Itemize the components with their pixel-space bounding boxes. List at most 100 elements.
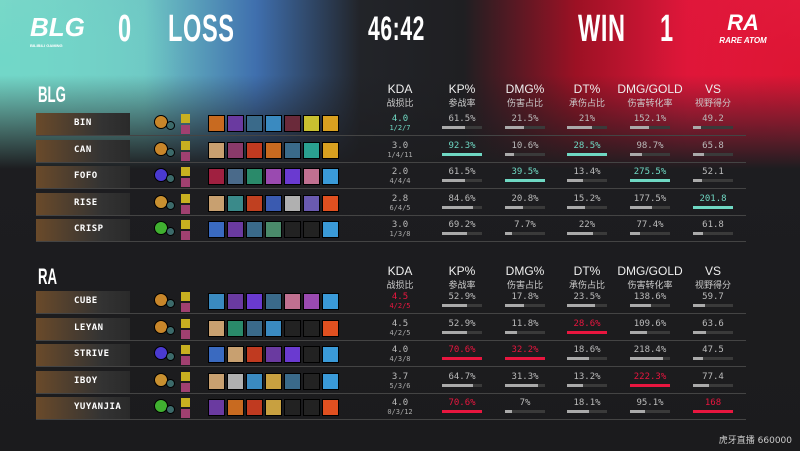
column-header: DT% 承伤占比: [547, 82, 627, 109]
kda-detail: 1/2/7: [389, 124, 411, 132]
item-icon: [208, 115, 225, 132]
item-icon: [303, 141, 320, 159]
player-name: CAN: [74, 144, 92, 155]
kda-value: 3.0: [391, 140, 409, 151]
dmg-cell: 11.8%: [490, 319, 560, 334]
player-row[interactable]: CAN: [36, 139, 746, 163]
champion-portrait: FOFO: [36, 166, 130, 188]
trinket-icon: [322, 141, 339, 159]
vs-bar-track: [693, 357, 733, 360]
player-name: CUBE: [74, 296, 98, 306]
team-label: BLG: [38, 82, 66, 107]
dmg_gold-bar-track: [630, 330, 670, 334]
kda-detail: 5/3/6: [389, 381, 411, 390]
vs-value: 63.6: [702, 318, 724, 329]
kda-cell: 4.5 4/2/5: [365, 292, 435, 310]
dt-bar-fill: [567, 304, 595, 307]
item-icon: [303, 168, 320, 185]
player-row[interactable]: CUBE: [36, 290, 746, 314]
kp-value: 69.2%: [448, 220, 476, 230]
player-row[interactable]: CRISP: [36, 218, 746, 242]
vs-bar-track: [693, 126, 733, 129]
dmg_gold-value: 138.6%: [633, 292, 667, 302]
player-name: LEYAN: [74, 322, 104, 333]
column-subtitle: 承伤占比: [568, 281, 605, 291]
column-title: KP%: [448, 264, 476, 278]
column-header: DMG/GOLD 伤害转化率: [610, 82, 690, 109]
kda-detail: 4/2/5: [389, 302, 411, 310]
dmg_gold-bar-fill: [630, 152, 643, 156]
item-icon: [303, 293, 320, 310]
dmg_gold-bar-track: [630, 304, 670, 307]
player-row[interactable]: IBOY: [36, 370, 746, 394]
column-subtitle: 战损比: [386, 281, 414, 291]
column-title: DMG/GOLD: [617, 82, 683, 96]
kp-cell: 61.5%: [427, 114, 497, 129]
dmg-cell: 10.6%: [490, 141, 560, 156]
dmg-cell: 39.5%: [490, 167, 560, 182]
secondary-rune-icon: [166, 147, 175, 157]
item-icon: [227, 115, 244, 132]
dt-bar-track: [567, 205, 607, 209]
dt-bar-track: [567, 179, 607, 182]
dt-bar-fill: [567, 330, 607, 334]
item-icon: [246, 168, 263, 185]
vs-value: 61.8: [702, 220, 724, 230]
dt-bar-track: [567, 357, 607, 360]
summoner-spell-icon: [181, 382, 190, 392]
dmg-cell: 20.8%: [490, 194, 560, 209]
vs-cell: 77.4: [678, 372, 748, 387]
item-icon: [227, 194, 244, 212]
dmg-bar-track: [505, 205, 545, 209]
player-row[interactable]: BIN: [36, 112, 746, 136]
dt-cell: 13.4%: [552, 167, 622, 182]
flash-summoner-icon: [181, 345, 190, 354]
vs-bar-fill: [693, 357, 703, 360]
player-row[interactable]: LEYAN: [36, 317, 746, 341]
vs-cell: 49.2: [678, 114, 748, 129]
kda-detail: 0/3/12: [387, 408, 413, 416]
kda-value: 2.8: [391, 193, 409, 204]
kda-value: 2.0: [391, 167, 409, 177]
champion-portrait: IBOY: [36, 370, 130, 393]
dmg_gold-bar-fill: [630, 330, 647, 334]
dmg_gold-value: 95.1%: [636, 398, 664, 408]
vs-bar-fill: [693, 410, 733, 413]
vs-bar-track: [693, 304, 733, 307]
column-title: DMG%: [505, 264, 545, 278]
dmg-value: 31.3%: [511, 371, 539, 382]
kda-value: 3.0: [391, 220, 409, 230]
player-row[interactable]: FOFO: [36, 165, 746, 189]
player-row[interactable]: RISE: [36, 192, 746, 216]
item-icon: [303, 372, 320, 390]
kp-cell: 70.6%: [427, 398, 497, 413]
dt-bar-fill: [567, 410, 589, 413]
vs-bar-fill: [693, 152, 705, 156]
item-icon: [284, 346, 301, 363]
player-row[interactable]: YUYANJIA: [36, 396, 746, 420]
kp-cell: 69.2%: [427, 220, 497, 235]
item-icon: [303, 346, 320, 363]
dmg-value: 20.8%: [511, 193, 539, 204]
dt-cell: 22%: [552, 220, 622, 235]
column-subtitle: 伤害转化率: [627, 99, 673, 109]
game-time: 46:42: [368, 10, 426, 48]
dmg-value: 21.5%: [511, 114, 539, 124]
column-header: VS 视野得分: [673, 264, 753, 291]
item-icon: [284, 168, 301, 185]
kp-cell: 84.6%: [427, 194, 497, 209]
item-icon: [208, 319, 225, 337]
item-icon: [265, 372, 282, 390]
item-icon: [265, 221, 282, 238]
dmg-cell: 21.5%: [490, 114, 560, 129]
kp-bar-fill: [442, 232, 468, 235]
column-subtitle: 承伤占比: [568, 99, 605, 109]
vs-bar-fill: [693, 126, 702, 129]
vs-bar-fill: [693, 304, 706, 307]
item-icon: [303, 221, 320, 238]
vs-bar-fill: [693, 330, 706, 334]
column-title: KDA: [387, 264, 413, 278]
player-row[interactable]: STRIVE: [36, 343, 746, 367]
flash-summoner-icon: [181, 318, 190, 328]
dt-value: 23.5%: [573, 292, 601, 302]
